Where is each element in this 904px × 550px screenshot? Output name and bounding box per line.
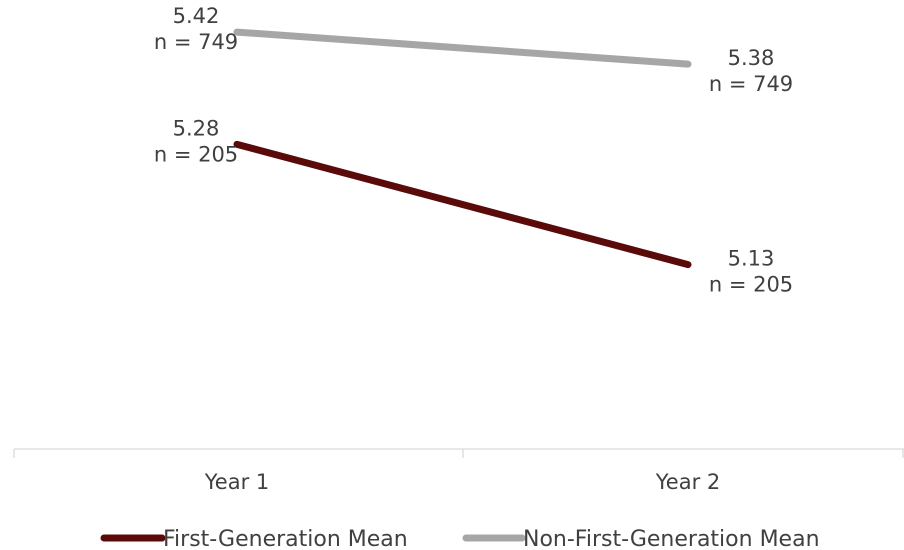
data-label-value-first-generation-mean-year-2: 5.13 <box>728 247 775 271</box>
data-label-n-non-first-generation-mean-year-2: n = 749 <box>709 72 793 96</box>
data-label-n-first-generation-mean-year-1: n = 205 <box>154 142 238 166</box>
x-tick-label-year-1: Year 1 <box>204 470 270 494</box>
legend-label-non-first-generation-mean: Non-First-Generation Mean <box>523 527 820 550</box>
data-label-n-first-generation-mean-year-2: n = 205 <box>709 273 793 297</box>
series-layer <box>233 28 692 269</box>
series-line-non-first-generation-mean <box>233 28 692 68</box>
legend-label-first-generation-mean: First-Generation Mean <box>163 527 408 550</box>
data-label-n-non-first-generation-mean-year-1: n = 749 <box>154 30 238 54</box>
series-line-first-generation-mean <box>233 140 692 269</box>
legend-item-first-generation-mean[interactable]: First-Generation Mean <box>100 527 408 550</box>
x-tick-label-year-2: Year 2 <box>655 470 721 494</box>
legend-item-non-first-generation-mean[interactable]: Non-First-Generation Mean <box>462 527 820 550</box>
x-axis: Year 1 Year 2 <box>13 448 904 494</box>
data-label-value-non-first-generation-mean-year-2: 5.38 <box>728 46 775 70</box>
data-label-value-first-generation-mean-year-1: 5.28 <box>173 116 220 140</box>
data-label-value-non-first-generation-mean-year-1: 5.42 <box>173 4 220 28</box>
legend: First-Generation Mean Non-First-Generati… <box>100 527 820 550</box>
